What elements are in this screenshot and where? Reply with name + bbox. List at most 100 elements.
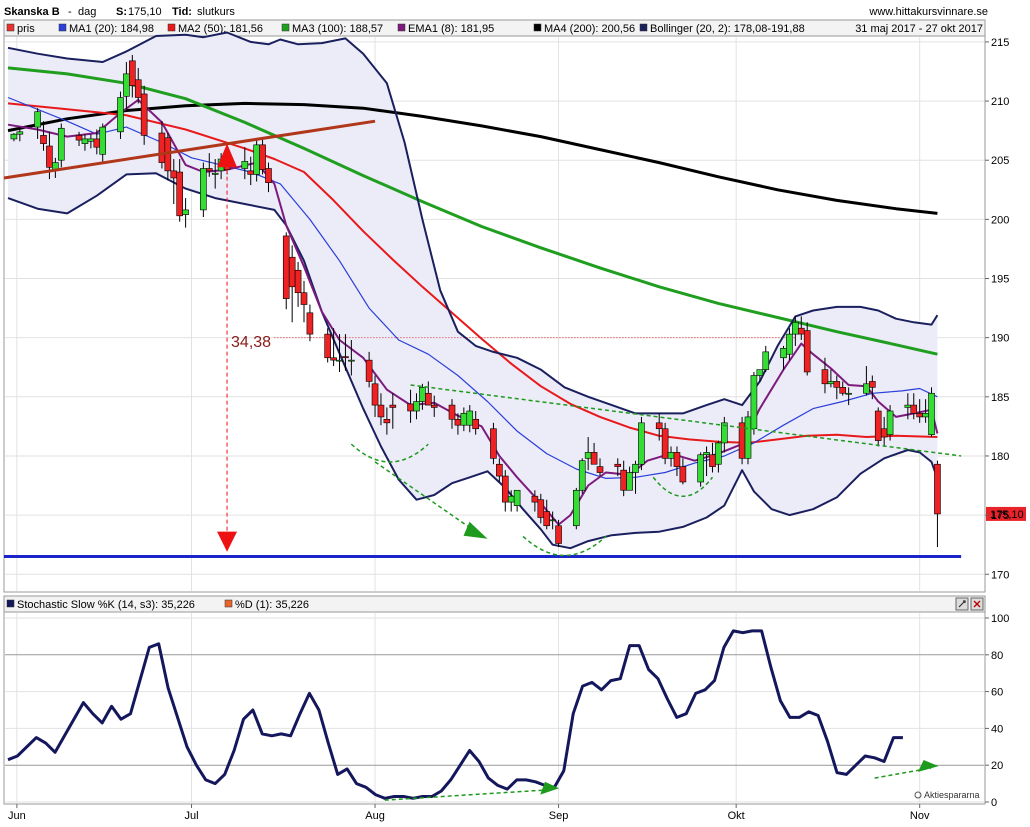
osc-divergence-line-2 bbox=[874, 767, 932, 779]
candle-body bbox=[57, 127, 65, 161]
candle-body bbox=[99, 126, 107, 155]
line-ema1-8- bbox=[7, 98, 939, 526]
legend-label: Bollinger (20, 2): 178,08-191,88 bbox=[650, 23, 805, 35]
x-tick-label: Jun bbox=[8, 810, 26, 822]
candle-body bbox=[501, 475, 509, 503]
candle-body bbox=[140, 93, 148, 136]
candle-body bbox=[543, 511, 551, 527]
candle-body bbox=[916, 413, 923, 418]
signal-up-triangle bbox=[217, 143, 238, 168]
price-tick-label: 215 bbox=[991, 37, 1009, 49]
candle-body bbox=[632, 463, 639, 473]
candle-body bbox=[253, 144, 260, 175]
bollinger-fill bbox=[8, 32, 938, 549]
osc-tick-label: 40 bbox=[991, 723, 1003, 735]
osc-divergence-arrowhead bbox=[540, 781, 560, 795]
price-label: S: bbox=[116, 6, 127, 18]
legend-swatch bbox=[639, 23, 648, 32]
candle-body bbox=[709, 454, 716, 467]
candle-body bbox=[638, 422, 645, 465]
candle-body bbox=[555, 525, 562, 544]
candle-body bbox=[786, 333, 793, 355]
x-tick-label: Sep bbox=[549, 810, 569, 822]
osc-legend-label: %D (1): 35,226 bbox=[235, 599, 309, 611]
candle-body bbox=[910, 404, 918, 414]
candle-body bbox=[324, 333, 331, 359]
interval-sep: - bbox=[68, 6, 72, 18]
candle-body bbox=[342, 356, 349, 359]
chart-header: Skanska B - dag S: 175,10 Tid: slutkurs … bbox=[4, 6, 988, 18]
oscillator-panel bbox=[3, 611, 986, 805]
site-url: www.hittakursvinnare.se bbox=[868, 6, 988, 18]
osc-tick-label: 20 bbox=[991, 760, 1003, 772]
price-tick-label: 190 bbox=[991, 333, 1009, 345]
trendline-dashed-green bbox=[410, 384, 962, 457]
candle-body bbox=[10, 133, 18, 140]
candle-body bbox=[425, 392, 432, 406]
candle-body bbox=[590, 452, 598, 465]
time-value: slutkurs bbox=[197, 6, 235, 18]
candle-body bbox=[703, 452, 710, 456]
legend-swatch bbox=[167, 23, 176, 32]
candle-body bbox=[673, 452, 681, 467]
legend-swatch bbox=[533, 23, 542, 32]
arrow-shaft-green bbox=[374, 461, 482, 537]
candle-body bbox=[797, 327, 805, 335]
candle-body bbox=[750, 375, 758, 430]
candle-body bbox=[117, 97, 124, 133]
candle-body bbox=[821, 369, 829, 385]
candle-body bbox=[259, 144, 266, 170]
price-tick-label: 195 bbox=[991, 274, 1009, 286]
candle-body bbox=[762, 351, 770, 370]
candle-body bbox=[869, 381, 876, 388]
candle-body bbox=[472, 418, 479, 430]
last-price-tag-text: 175,10 bbox=[990, 509, 1024, 521]
candle-body bbox=[904, 404, 912, 408]
candle-body bbox=[377, 404, 385, 418]
osc-tick-label: 80 bbox=[991, 650, 1003, 662]
price-value: 175,10 bbox=[128, 6, 162, 18]
osc-tick-label: 100 bbox=[991, 613, 1009, 625]
x-axis: Jun Jul Aug Sep Okt Nov bbox=[8, 804, 930, 822]
candle-body bbox=[81, 138, 89, 144]
osc-legend-swatch bbox=[224, 599, 233, 608]
candle-body bbox=[247, 170, 255, 175]
candle-body bbox=[922, 413, 929, 418]
annotations: 34,38 175,10 bbox=[3, 119, 1026, 559]
candle-body bbox=[348, 359, 355, 362]
candle-body bbox=[697, 454, 704, 483]
candle-body bbox=[626, 472, 633, 491]
candle-body bbox=[584, 452, 592, 459]
candle-body bbox=[93, 138, 101, 148]
candle-body bbox=[756, 369, 764, 376]
candle-body bbox=[383, 418, 391, 424]
candle-body bbox=[466, 410, 474, 426]
legend-label: MA1 (20): 184,98 bbox=[69, 23, 154, 35]
candle-body bbox=[241, 161, 249, 169]
candle-body bbox=[839, 387, 847, 394]
candle-body bbox=[880, 428, 888, 438]
candle-body bbox=[460, 413, 468, 426]
stoch-k-line bbox=[7, 629, 903, 800]
candle-body bbox=[34, 111, 41, 128]
legend-swatch bbox=[58, 23, 67, 32]
price-tick-label: 170 bbox=[991, 569, 1009, 581]
candle-body bbox=[182, 209, 189, 215]
price-tick-label: 185 bbox=[991, 392, 1009, 404]
osc-tick-label: 60 bbox=[991, 687, 1003, 699]
candle-body bbox=[123, 73, 130, 97]
candle-body bbox=[661, 428, 669, 459]
interval: dag bbox=[78, 6, 96, 18]
candle-body bbox=[513, 489, 521, 506]
candle-body bbox=[46, 145, 53, 168]
line-ma1-20- bbox=[7, 96, 938, 479]
panel-tools[interactable] bbox=[955, 597, 984, 611]
candle-body bbox=[507, 495, 515, 503]
logo-icon bbox=[914, 791, 922, 799]
pattern-curve bbox=[652, 476, 714, 498]
candle-body bbox=[578, 460, 586, 491]
price-tick-label: 205 bbox=[991, 155, 1009, 167]
trendline-brown bbox=[3, 119, 376, 180]
candle-body bbox=[170, 170, 178, 179]
osc-divergence-line bbox=[384, 789, 545, 801]
